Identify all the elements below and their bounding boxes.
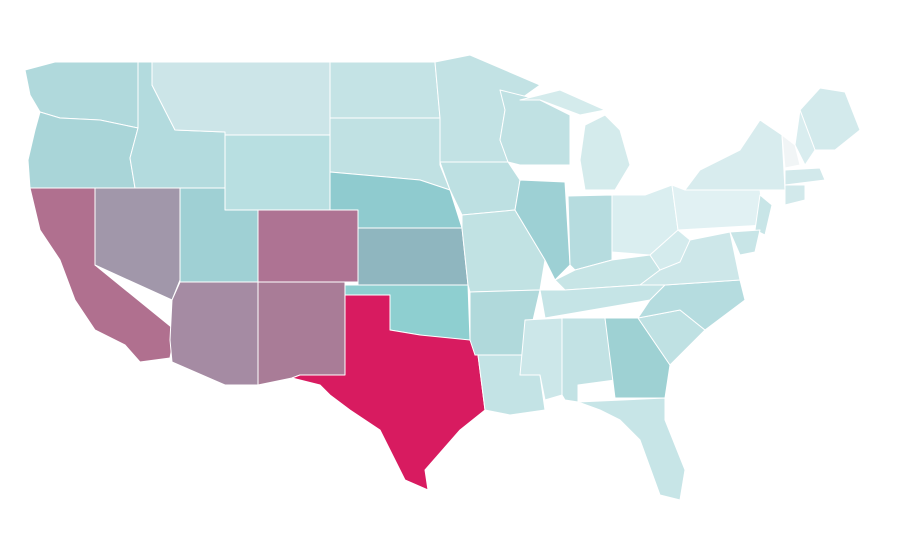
- state: [579, 114, 631, 191]
- state: [291, 294, 486, 491]
- state: [151, 61, 331, 136]
- state: [729, 229, 761, 256]
- state: [794, 109, 816, 166]
- state: [357, 227, 469, 286]
- state: [329, 61, 441, 119]
- state: [781, 134, 801, 169]
- states: [24, 54, 861, 501]
- state: [257, 281, 346, 386]
- state: [169, 281, 259, 386]
- state: [784, 167, 826, 186]
- state: [577, 397, 686, 501]
- state: [684, 119, 786, 191]
- state: [224, 134, 331, 211]
- state: [671, 184, 766, 231]
- state: [567, 194, 613, 271]
- state: [649, 229, 691, 271]
- state: [499, 89, 571, 166]
- state: [257, 209, 359, 283]
- state: [519, 89, 606, 116]
- state: [754, 194, 773, 236]
- state: [784, 184, 806, 206]
- state: [604, 317, 671, 399]
